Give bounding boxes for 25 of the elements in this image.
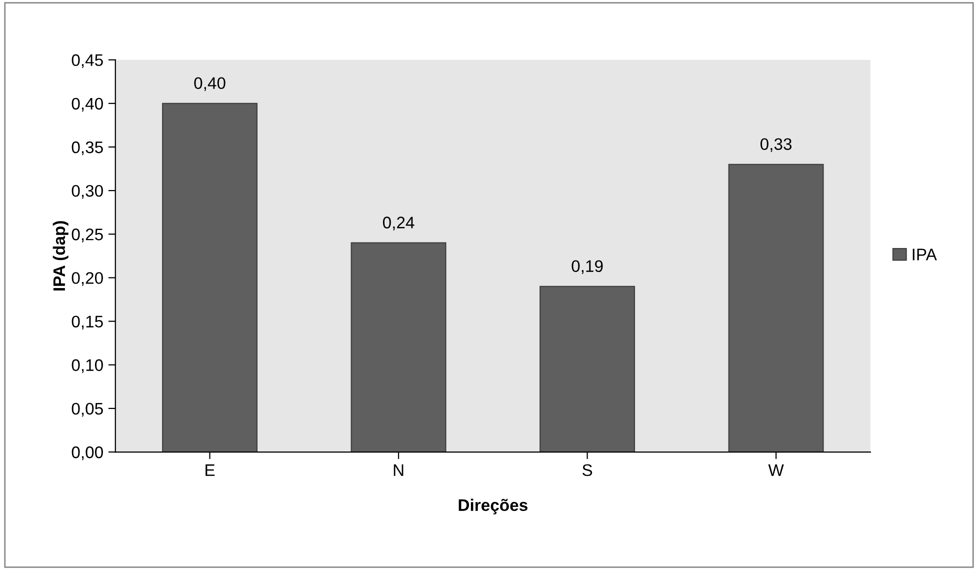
y-axis-title: IPA (dap) (52, 221, 68, 290)
x-tick-label: N (394, 464, 404, 476)
bar (540, 286, 636, 452)
x-tick-label: S (582, 464, 592, 476)
x-axis-title: Direções (458, 498, 528, 514)
x-tick-label: W (768, 464, 784, 476)
x-tick-label: E (206, 464, 215, 476)
data-label: 0,24 (382, 216, 414, 230)
y-tick-label: 0,45 (72, 54, 103, 68)
data-label: 0,33 (760, 138, 792, 152)
y-tick-label: 0,00 (72, 446, 103, 460)
legend-label: IPA (912, 248, 937, 260)
y-tick-label: 0,05 (72, 402, 103, 417)
bar (350, 242, 446, 452)
data-label: 0,40 (194, 77, 226, 91)
bar (162, 102, 258, 452)
y-tick-label: 0,40 (72, 98, 103, 112)
y-tick-label: 0,30 (72, 184, 103, 199)
y-tick-label: 0,25 (72, 228, 103, 242)
y-tick-label: 0,35 (72, 141, 103, 156)
y-tick-label: 0,15 (72, 316, 103, 330)
bar (728, 164, 824, 452)
data-label: 0,19 (572, 260, 603, 274)
y-tick-label: 0,10 (72, 359, 103, 374)
y-tick-label: 0,20 (72, 272, 103, 286)
